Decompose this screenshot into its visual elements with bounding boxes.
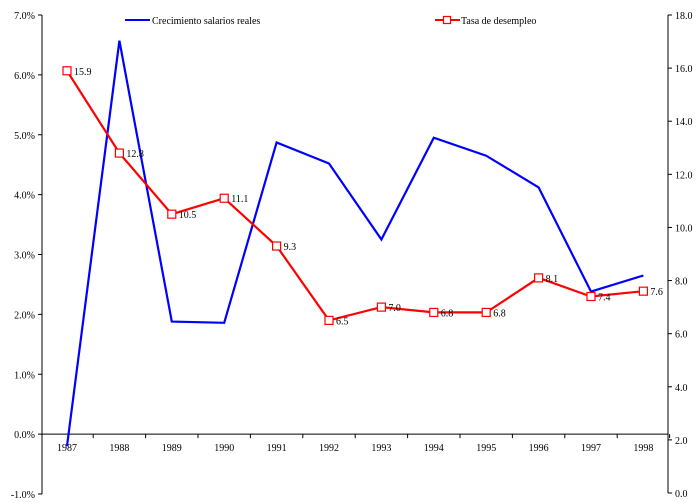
right-axis-tick-label: 18.0 [675,11,693,22]
x-axis-tick-label: 1991 [267,443,287,454]
unemployment-data-label: 7.4 [598,292,611,303]
legend-marker-unemployment [442,15,452,25]
x-axis-tick-label: 1996 [529,443,549,454]
left-axis-tick-label: 2.0% [14,310,35,321]
legend: Crecimiento salarios reales Tasa de dese… [125,15,536,27]
wage-growth-line [65,40,644,447]
unemployment-marker [167,209,177,219]
left-axis-tick-label: 5.0% [14,131,35,142]
unemployment-data-label: 8.1 [546,274,559,285]
right-axis-tick-label: 8.0 [675,277,688,288]
legend-label-wage-growth: Crecimiento salarios reales [152,16,260,27]
right-axis-tick-label: 4.0 [675,383,688,394]
x-axis-tick-label: 1995 [476,443,496,454]
axes-layer: -1.0% 0.0% 1.0% 2.0% 3.0% 4.0% 5.0% 6.0% 7.0% 0.0… [11,11,693,501]
right-axis-tick-label: 12.0 [675,170,693,181]
unemployment-line [66,70,644,322]
left-axis-tick-label: 0.0% [14,430,35,441]
unemployment-marker [376,302,386,312]
unemployment-marker [586,291,596,302]
unemployment-marker [481,307,491,318]
unemployment-data-label: 7.6 [650,287,663,298]
left-axis-tick-label: -1.0% [11,490,35,498]
labels-layer: 15.9 12.8 10.5 11.1 9.3 6.5 7.0 6.8 6.8 8.1 7.4 7.6 [74,67,663,328]
series-layer [62,40,649,447]
x-axis-tick-label: 1998 [633,443,653,454]
right-axis-tick-label: 14.0 [675,117,693,128]
unemployment-data-label: 12.8 [126,149,143,160]
x-axis-tick-label: 1989 [162,443,182,454]
legend-label-unemployment: Tasa de desempleo [461,16,536,27]
unemployment-marker [62,66,72,76]
unemployment-marker [638,286,649,296]
x-axis-tick-label: 1992 [319,443,339,454]
right-axis-tick-label: 10.0 [675,223,693,234]
right-axis-tick-label: 0.0 [675,489,688,498]
left-axis-tick-label: 4.0% [14,191,35,202]
x-axis-tick-label: 1997 [581,443,601,454]
right-axis-tick-label: 2.0 [675,436,688,447]
x-axis-tick-label: 1993 [371,443,391,454]
x-axis-tick-label: 1990 [214,443,234,454]
unemployment-marker [324,315,334,325]
unemployment-marker [429,307,439,318]
unemployment-data-label: 11.1 [231,194,248,205]
unemployment-data-label: 9.3 [284,242,297,253]
left-axis-tick-label: 7.0% [14,11,35,22]
unemployment-marker [114,148,125,158]
left-axis-tick-label: 1.0% [14,370,35,381]
unemployment-marker [272,241,282,251]
unemployment-marker [219,193,229,203]
left-axis-tick-label: 3.0% [14,251,35,262]
unemployment-data-label: 6.5 [336,316,349,327]
unemployment-marker [533,273,544,283]
unemployment-data-label: 10.5 [179,210,197,221]
right-axis-tick-label: 16.0 [675,64,693,75]
x-axis-tick-label: 1987 [57,443,77,454]
x-axis-tick-label: 1988 [109,443,129,454]
unemployment-data-label: 15.9 [74,67,92,78]
left-axis-tick-label: 6.0% [14,71,35,82]
unemployment-data-label: 6.8 [493,308,506,319]
right-axis-tick-label: 6.0 [675,330,688,341]
x-axis-tick-label: 1994 [424,443,444,454]
unemployment-data-label: 6.8 [441,308,454,319]
unemployment-data-label: 7.0 [388,303,401,314]
